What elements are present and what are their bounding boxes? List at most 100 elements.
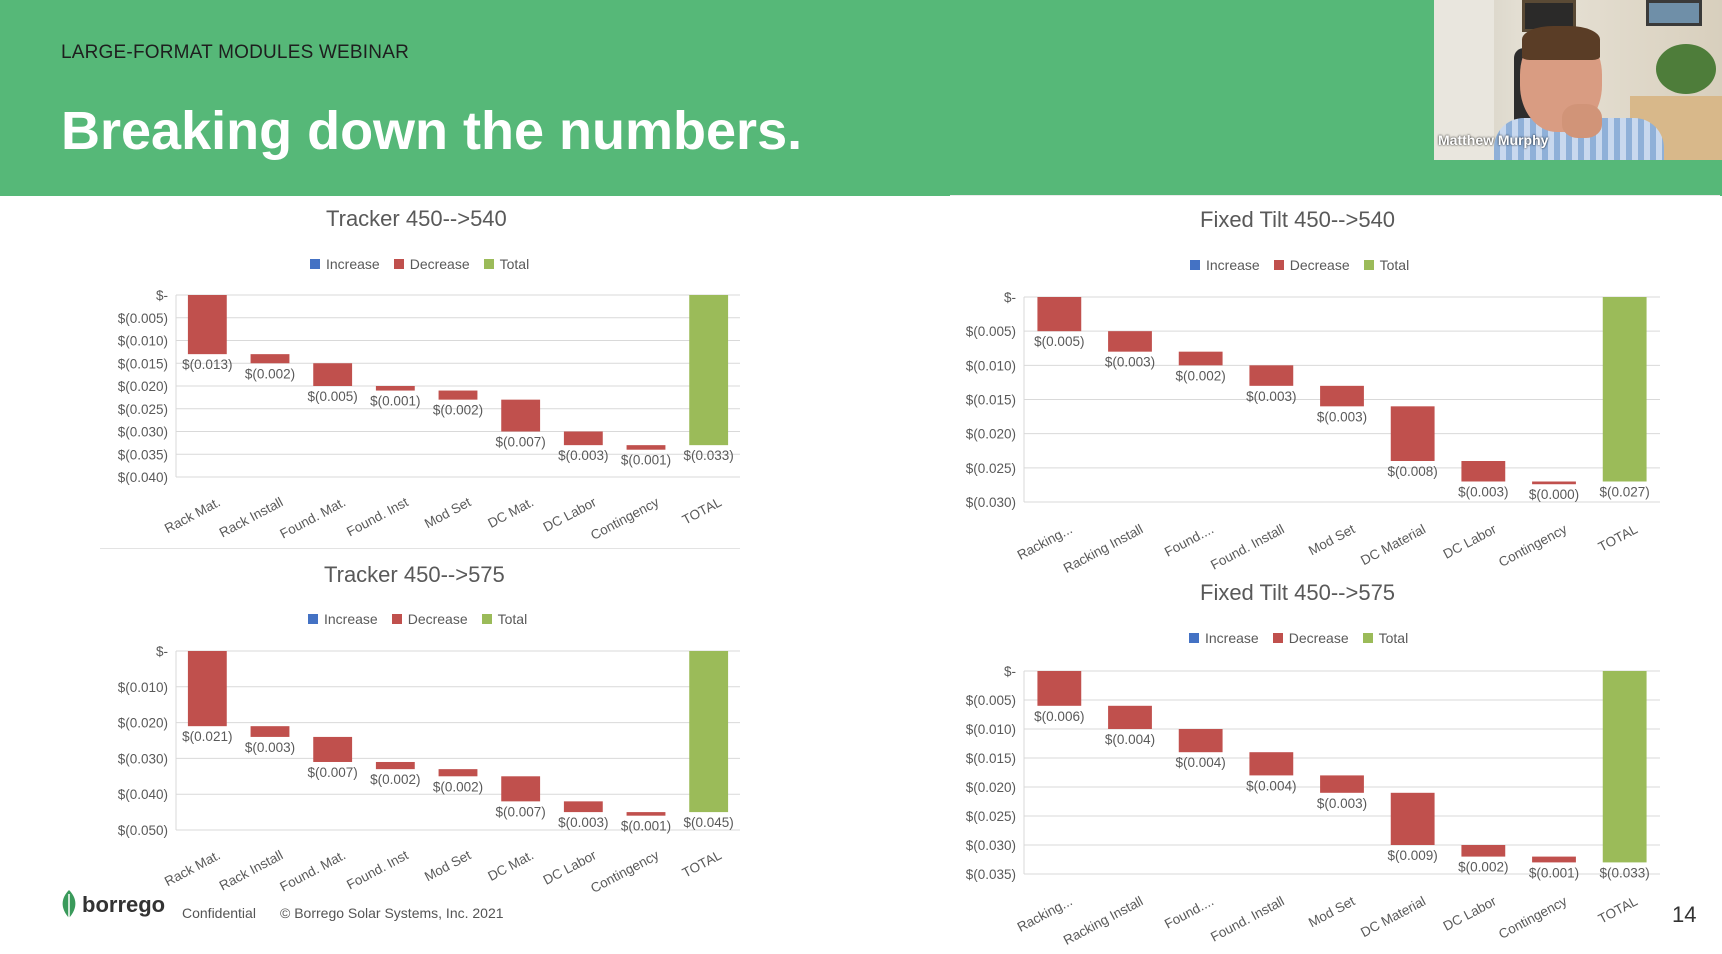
x-tick-label: Found.... (1162, 521, 1216, 559)
waterfall-bar-decrease (563, 431, 603, 446)
chart-legend: Increase Decrease Total (1189, 630, 1408, 646)
video-door (1434, 0, 1494, 160)
waterfall-bar-decrease (563, 801, 603, 813)
waterfall-bar-decrease (313, 363, 353, 386)
y-tick-label: $(0.020) (966, 427, 1016, 442)
data-label: $(0.003) (558, 815, 608, 830)
waterfall-bar-decrease (1390, 406, 1435, 461)
x-tick-label: Mod Set (1306, 893, 1358, 930)
x-tick-label: Contingency (1496, 521, 1570, 570)
x-tick-label: Found. Inst (344, 494, 411, 539)
legend-swatch-decrease (393, 259, 404, 269)
waterfall-bar-decrease (1461, 461, 1506, 482)
y-tick-label: $(0.025) (966, 809, 1016, 824)
legend-label-total: Total (1379, 257, 1410, 273)
data-label: $(0.002) (370, 772, 420, 787)
chart-legend: Increase Decrease Total (310, 256, 529, 272)
x-tick-label: DC Labor (1441, 521, 1500, 562)
y-tick-label: $(0.030) (118, 425, 168, 440)
waterfall-bar-decrease (1320, 385, 1364, 407)
y-tick-label: $- (1004, 664, 1016, 679)
data-label: $(0.003) (245, 740, 295, 755)
chart-title-fixed-540: Fixed Tilt 450-->540 (1200, 207, 1396, 232)
y-tick-label: $(0.020) (118, 716, 168, 731)
waterfall-bar-decrease (1037, 297, 1082, 332)
legend-label-decrease: Decrease (409, 256, 470, 272)
x-tick-label: Rack Mat. (162, 494, 223, 536)
waterfall-bar-decrease (1178, 729, 1223, 753)
participant-name: Matthew Murphy (1438, 132, 1549, 148)
y-tick-label: $- (156, 288, 168, 303)
x-tick-label: Contingency (1496, 893, 1570, 942)
legend-label-increase: Increase (324, 611, 378, 627)
data-label: $(0.003) (1246, 389, 1296, 404)
data-label: $(0.004) (1246, 778, 1296, 793)
data-label: $(0.002) (433, 403, 483, 418)
waterfall-bar-decrease (1320, 775, 1364, 793)
x-tick-label: Rack Install (217, 494, 286, 540)
legend-swatch-increase (1190, 260, 1200, 270)
data-label: $(0.000) (1529, 487, 1579, 502)
waterfall-bar-decrease (501, 399, 541, 432)
legend-label-decrease: Decrease (1288, 630, 1349, 646)
y-tick-label: $(0.035) (118, 447, 168, 462)
chart-title-fixed-575: Fixed Tilt 450-->575 (1200, 580, 1396, 605)
y-tick-label: $(0.050) (118, 823, 168, 838)
chart-title-tracker-575: Tracker 450-->575 (324, 562, 505, 587)
data-label: $(0.002) (245, 366, 295, 381)
legend-swatch-total (1362, 633, 1373, 643)
data-label: $(0.002) (1176, 368, 1226, 383)
y-tick-label: $(0.005) (118, 311, 168, 326)
x-tick-label: Rack Mat. (162, 847, 223, 889)
chart-legend: Increase Decrease Total (1190, 257, 1409, 273)
data-label: $(0.008) (1388, 464, 1438, 479)
slide-eyebrow: LARGE-FORMAT MODULES WEBINAR (61, 42, 409, 63)
legend-label-decrease: Decrease (1289, 257, 1350, 273)
data-label: $(0.004) (1105, 732, 1155, 747)
y-tick-label: $(0.030) (966, 838, 1016, 853)
x-tick-label: Found. Mat. (277, 494, 348, 541)
waterfall-bar-decrease (438, 390, 478, 400)
data-label: $(0.001) (1529, 865, 1579, 880)
y-tick-label: $(0.025) (118, 402, 168, 417)
waterfall-bar-decrease (375, 386, 415, 391)
legend-label-decrease: Decrease (407, 611, 468, 627)
x-tick-label: Mod Set (1306, 521, 1358, 558)
data-label: $(0.003) (558, 448, 608, 463)
x-tick-label: TOTAL (680, 494, 725, 527)
x-tick-label: Mod Set (422, 847, 474, 884)
participant-video-tile[interactable]: Matthew Murphy (1434, 0, 1722, 160)
x-tick-label: Contingency (588, 494, 662, 543)
x-tick-label: TOTAL (680, 847, 725, 880)
waterfall-bar-decrease (626, 812, 666, 816)
leaf-icon (62, 890, 76, 920)
data-label: $(0.005) (1034, 334, 1084, 349)
waterfall-bar-decrease (1108, 705, 1152, 729)
waterfall-bar-total (689, 651, 729, 813)
slide-title: Breaking down the numbers. (61, 101, 803, 161)
x-tick-label: Mod Set (422, 494, 474, 531)
data-label: $(0.007) (496, 804, 546, 819)
legend-swatch-decrease (391, 614, 402, 624)
legend-label-total: Total (1378, 630, 1409, 646)
y-tick-label: $(0.010) (118, 334, 168, 349)
video-wall-picture (1646, 0, 1702, 26)
legend-swatch-total (1363, 260, 1374, 270)
waterfall-bar-decrease (250, 726, 290, 737)
x-tick-label: DC Mat. (485, 494, 536, 530)
data-label: $(0.027) (1600, 485, 1650, 500)
y-tick-label: $(0.015) (966, 751, 1016, 766)
legend-swatch-decrease (1273, 260, 1284, 270)
waterfall-bar-decrease (187, 295, 227, 355)
waterfall-bar-decrease (1390, 792, 1435, 845)
legend-swatch-increase (1189, 633, 1199, 643)
legend-label-total: Total (499, 256, 530, 272)
y-tick-label: $(0.010) (118, 680, 168, 695)
data-label: $(0.003) (1317, 796, 1367, 811)
data-label: $(0.003) (1105, 355, 1155, 370)
y-tick-label: $(0.040) (118, 470, 168, 485)
borrego-logo: borrego (60, 890, 165, 920)
legend-label-total: Total (497, 611, 528, 627)
y-tick-label: $(0.005) (966, 324, 1016, 339)
